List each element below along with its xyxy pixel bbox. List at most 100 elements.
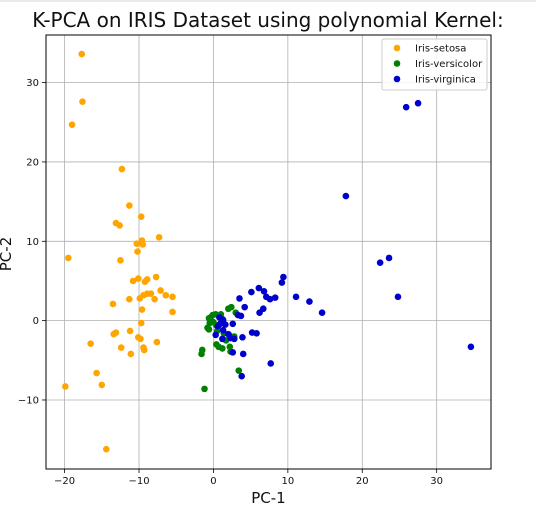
iris-virginica-point [292,293,300,301]
iris-setosa-point [137,335,144,343]
legend-label-iris-setosa: Iris-setosa [415,44,466,55]
iris-virginica-point [219,326,227,334]
grid-lines [46,35,491,469]
iris-virginica-point [222,321,229,328]
iris-versicolor-point [205,326,213,333]
iris-setosa-point [143,276,151,283]
iris-virginica-point [255,284,263,292]
iris-versicolor-point [219,345,226,352]
iris-setosa-point [126,327,134,335]
iris-setosa-point [118,165,126,173]
iris-setosa-point [129,277,137,285]
iris-setosa-point [134,275,142,282]
iris-setosa-point [116,222,123,229]
legend-label-iris-versicolor: Iris-versicolor [415,59,483,70]
data-points [62,50,475,453]
iris-virginica-point [230,335,238,343]
iris-setosa-point [151,295,158,303]
legend: Iris-setosa Iris-versicolor Iris-virginica [381,38,488,91]
iris-virginica-point [306,298,313,305]
y-tick-label: 20 [26,157,39,168]
iris-virginica-point [318,309,326,316]
iris-virginica-point [385,254,393,262]
iris-setosa-point [93,369,100,377]
y-tick-label: 0 [33,316,39,327]
iris-virginica-point [241,303,248,311]
iris-virginica-point [237,312,245,320]
window-edge [0,0,536,2]
x-tick-label: 30 [430,476,443,487]
plot-frame [45,34,492,470]
iris-virginica-point [219,335,226,343]
iris-virginica-point [394,293,402,301]
iris-virginica-point [248,288,255,296]
iris-setosa-point [127,350,135,358]
iris-virginica-point [212,331,219,339]
iris-setosa-point [137,213,145,220]
iris-setosa-point [110,330,118,338]
iris-virginica-point [256,309,263,316]
iris-virginica-point [260,287,268,295]
x-tick-label: −20 [54,476,75,487]
iris-setosa-point [169,293,176,301]
y-axis-label: PC-2 [0,237,15,271]
iris-virginica-point [253,330,260,337]
iris-setosa-point [133,240,141,247]
iris-setosa-point [139,241,147,248]
iris-setosa-point [147,290,155,297]
iris-setosa-point [136,295,144,302]
iris-setosa-point [152,273,160,281]
x-axis-label: PC-1 [251,489,285,507]
iris-setosa-point [65,254,72,262]
legend-marker-iris-versicolor [393,60,401,67]
iris-setosa-point [157,287,164,294]
iris-setosa-point [126,202,133,209]
x-tick-label: 20 [356,476,369,487]
iris-setosa-point [155,234,163,241]
iris-virginica-point [402,103,410,111]
iris-setosa-point [126,295,133,303]
y-tick-label: 10 [26,237,39,248]
legend-marker-iris-virginica [393,75,401,83]
iris-virginica-point [467,343,475,351]
legend-label-iris-virginica: Iris-virginica [415,75,476,86]
legend-marker-iris-setosa [393,44,401,52]
iris-setosa-point [169,308,176,316]
axis-ticks: −20 −10 0 10 20 30 −10 0 10 20 30 [18,78,443,487]
iris-setosa-point [162,291,170,299]
iris-virginica-point [238,372,246,380]
iris-setosa-point [68,121,76,128]
iris-virginica-point [376,259,384,267]
iris-setosa-point [79,98,86,105]
iris-setosa-point [78,50,86,58]
iris-versicolor-point [235,367,243,374]
iris-setosa-point [117,257,124,264]
iris-setosa-point [102,445,110,453]
iris-versicolor-point [227,303,235,311]
iris-virginica-point [271,294,279,301]
iris-virginica-point [229,349,237,356]
y-tick-label: 30 [26,78,39,89]
iris-setosa-point [134,248,141,255]
iris-virginica-point [280,273,287,281]
iris-setosa-point [62,383,69,390]
chart-title: K-PCA on IRIS Dataset using polynomial K… [32,8,504,32]
iris-virginica-point [239,333,246,341]
iris-setosa-point [87,340,94,347]
x-tick-label: 0 [210,476,216,487]
iris-setosa-point [117,344,125,351]
iris-setosa-point [98,381,106,389]
x-tick-label: 10 [281,476,294,487]
iris-virginica-point [414,99,422,107]
iris-versicolor-point [198,350,205,358]
iris-virginica-point [216,320,224,328]
y-tick-label: −10 [18,395,39,406]
iris-virginica-point [278,279,286,286]
iris-virginica-point [236,295,243,302]
iris-setosa-point [153,338,161,346]
iris-setosa-point [138,306,146,313]
iris-setosa-point [137,319,145,327]
iris-versicolor-point [201,385,208,393]
